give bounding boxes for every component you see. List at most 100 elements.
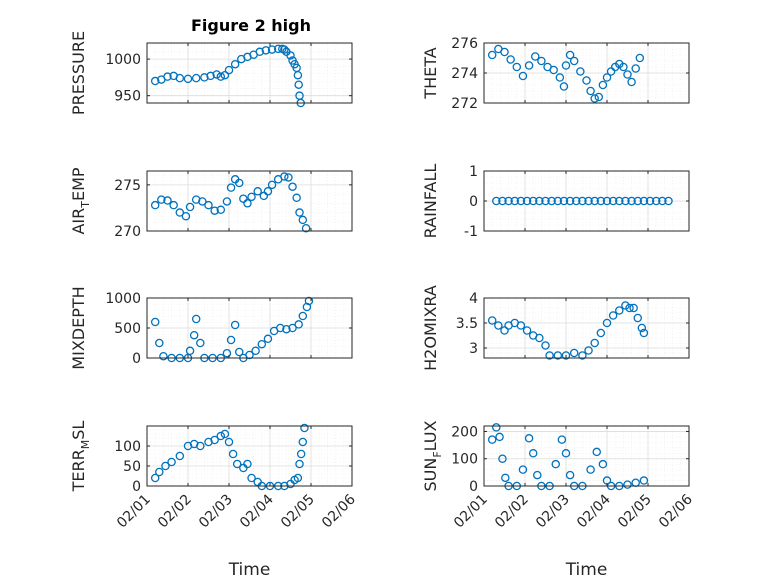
data-point — [200, 73, 209, 82]
data-point — [555, 73, 565, 82]
y-axis-label: RAINFALL — [421, 164, 440, 239]
data-point — [273, 44, 283, 54]
y-tick-label: 100 — [451, 452, 478, 468]
data-point — [228, 449, 238, 459]
y-tick-label: 200 — [451, 424, 478, 440]
data-point — [189, 330, 199, 340]
data-point — [512, 62, 522, 72]
data-point — [608, 196, 618, 206]
data-point — [541, 196, 550, 206]
data-point — [586, 86, 595, 96]
data-point — [516, 321, 526, 330]
data-point — [224, 65, 234, 75]
y-tick-label: 1000 — [105, 291, 141, 307]
data-point — [559, 196, 569, 206]
data-point — [251, 346, 260, 356]
figure-title: Figure 2 high — [191, 16, 311, 35]
data-point — [582, 76, 591, 85]
data-point — [232, 459, 242, 469]
data-point — [524, 434, 534, 443]
data-point — [639, 196, 649, 206]
y-axis-label: SUNFLUX — [421, 420, 444, 491]
data-point — [288, 323, 297, 333]
data-point — [608, 311, 618, 320]
data-point — [547, 196, 556, 206]
data-point — [651, 196, 661, 206]
data-point — [629, 303, 638, 313]
data-point — [210, 435, 219, 445]
data-point — [295, 459, 304, 469]
data-point — [216, 205, 226, 215]
axes-box — [146, 425, 353, 487]
data-point — [524, 61, 534, 70]
data-point — [157, 195, 166, 204]
data-point — [559, 82, 569, 91]
data-point — [222, 197, 232, 206]
data-point — [522, 326, 532, 335]
x-axis-label: Time — [565, 560, 608, 580]
data-point — [625, 303, 634, 313]
data-point — [596, 196, 606, 206]
data-point — [561, 351, 571, 360]
data-point — [196, 338, 205, 348]
data-point — [576, 67, 585, 76]
data-point — [224, 437, 234, 447]
data-point — [528, 196, 538, 206]
data-point — [293, 473, 303, 483]
data-point — [565, 50, 575, 60]
y-tick-label: 1000 — [105, 52, 141, 68]
data-point — [282, 324, 291, 334]
data-point — [261, 46, 271, 55]
data-point — [292, 193, 301, 203]
data-point — [163, 72, 172, 81]
data-point — [561, 61, 571, 70]
data-point — [300, 423, 309, 433]
subplot-rainfall: -1 0 1 RAINFALL — [421, 164, 690, 240]
y-tick-label: 0 — [469, 194, 478, 210]
data-point — [565, 196, 575, 206]
data-point — [615, 196, 624, 206]
data-point — [531, 52, 540, 61]
data-point — [549, 65, 558, 75]
data-point — [500, 326, 509, 335]
data-point — [569, 348, 579, 358]
data-point — [181, 211, 191, 221]
y-axis-label: AIRTEMP — [69, 167, 92, 234]
y-tick-label: 275 — [114, 178, 141, 194]
data-point — [516, 196, 526, 206]
data-point — [159, 351, 168, 361]
data-point — [295, 208, 304, 217]
plot-area — [147, 43, 352, 103]
data-point — [535, 196, 544, 206]
data-point — [298, 215, 308, 225]
data-point — [216, 72, 226, 81]
data-point — [220, 429, 230, 439]
data-point — [220, 70, 230, 80]
data-point — [615, 306, 624, 315]
data-point — [594, 92, 604, 102]
data-point — [161, 461, 170, 471]
data-point — [553, 196, 563, 206]
data-point — [185, 346, 195, 356]
data-point — [487, 50, 497, 60]
data-point — [253, 187, 262, 196]
y-tick-label: 3.5 — [456, 316, 478, 332]
data-point — [565, 470, 575, 480]
axes-box — [483, 297, 690, 359]
data-point — [572, 196, 581, 206]
data-point — [267, 180, 277, 190]
data-point — [623, 480, 632, 489]
data-point — [590, 338, 599, 348]
data-point — [602, 196, 612, 206]
data-point — [267, 45, 277, 54]
data-point — [586, 465, 595, 474]
data-point — [293, 70, 303, 80]
data-point — [504, 196, 513, 206]
data-point — [487, 435, 497, 444]
data-point — [216, 431, 226, 441]
data-point — [561, 449, 571, 458]
data-point — [150, 473, 160, 483]
data-point — [301, 223, 311, 233]
data-point — [557, 435, 567, 444]
y-axis-label: H2OMIXRA — [421, 285, 440, 371]
